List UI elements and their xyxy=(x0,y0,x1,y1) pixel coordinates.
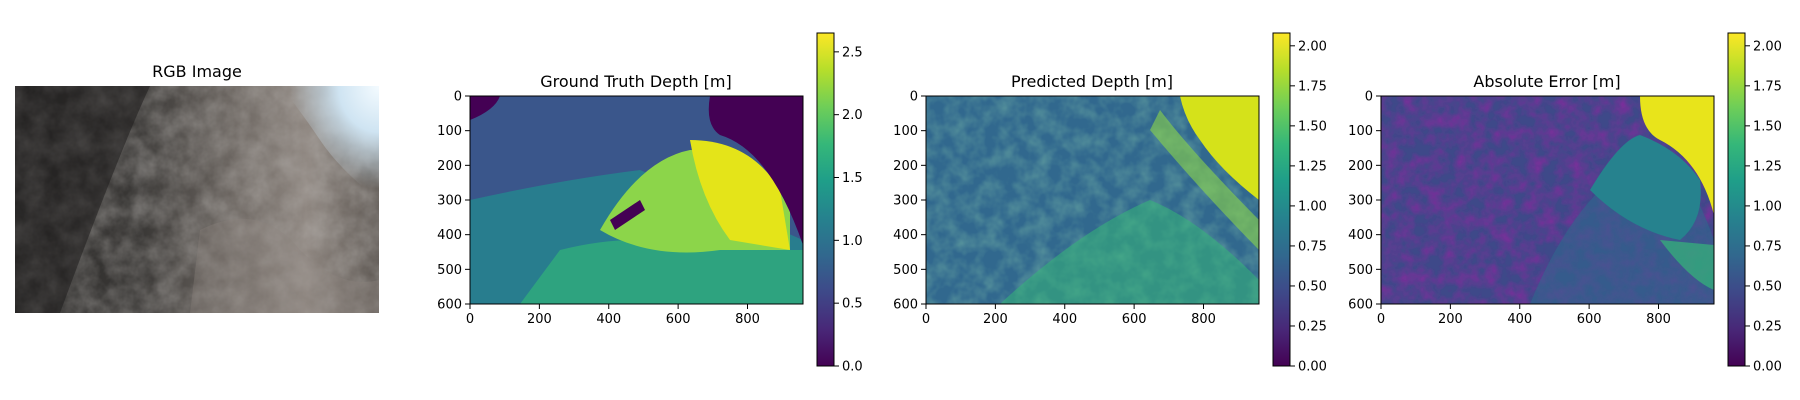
x-tick-label: 800 xyxy=(1646,312,1671,327)
ground-truth-colorbar-ticks: 0.0 0.5 1.0 1.5 2.0 2.5 xyxy=(834,45,863,375)
colorbar-tick-label: 1.5 xyxy=(842,171,863,186)
x-tick-label: 0 xyxy=(1377,312,1385,327)
y-tick-label: 400 xyxy=(437,228,462,243)
x-tick-label: 400 xyxy=(1052,312,1077,327)
panel-title: Predicted Depth [m] xyxy=(1011,72,1173,91)
x-tick-label: 200 xyxy=(1438,312,1463,327)
panel-title: Ground Truth Depth [m] xyxy=(540,72,731,91)
x-tick-label: 800 xyxy=(1191,312,1216,327)
y-tick-label: 500 xyxy=(437,263,462,278)
colorbar-tick-label: 0.00 xyxy=(1753,360,1782,375)
colorbar-tick-label: 1.25 xyxy=(1753,159,1782,174)
y-tick-label: 500 xyxy=(1348,263,1373,278)
y-tick-label: 300 xyxy=(437,194,462,209)
x-tick-label: 600 xyxy=(666,312,691,327)
error-colorbar-ticks: 0.00 0.25 0.50 0.75 1.00 1.25 1.50 1.75 2.00 xyxy=(1745,39,1782,375)
error-panel: Absolute Error [m] 0 200 400 600 800 0 100 200 3… xyxy=(1348,32,1782,375)
colorbar-tick-label: 0.25 xyxy=(1753,319,1782,334)
predicted-heatmap xyxy=(926,96,1259,304)
ground-truth-ticks: 0 200 400 600 800 0 100 200 300 400 500 600 xyxy=(437,90,760,328)
colorbar-tick-label: 0.75 xyxy=(1298,239,1327,254)
ground-truth-heatmap xyxy=(470,96,803,304)
y-tick-label: 0 xyxy=(454,90,462,105)
colorbar-tick-label: 2.00 xyxy=(1753,39,1782,54)
y-tick-label: 200 xyxy=(893,159,918,174)
colorbar-tick-label: 0.25 xyxy=(1298,319,1327,334)
predicted-ticks: 0 200 400 600 800 0 100 200 300 400 500 600 xyxy=(893,90,1216,328)
colorbar-tick-label: 1.75 xyxy=(1298,79,1327,94)
y-tick-label: 400 xyxy=(1348,228,1373,243)
ground-truth-panel: Ground Truth Depth [m] 0 200 400 600 800 0 100… xyxy=(437,32,863,375)
y-tick-label: 300 xyxy=(893,194,918,209)
x-tick-label: 0 xyxy=(466,312,474,327)
colorbar-tick-label: 1.50 xyxy=(1298,119,1327,134)
colorbar-tick-label: 0.0 xyxy=(842,360,863,375)
colorbar-tick-label: 1.0 xyxy=(842,234,863,249)
y-tick-label: 100 xyxy=(437,124,462,139)
colorbar-tick-label: 0.00 xyxy=(1298,360,1327,375)
error-heatmap xyxy=(1381,96,1714,304)
colorbar-tick-label: 0.50 xyxy=(1753,279,1782,294)
error-ticks: 0 200 400 600 800 0 100 200 300 400 500 600 xyxy=(1348,90,1671,328)
y-tick-label: 100 xyxy=(1348,124,1373,139)
colorbar-tick-label: 1.50 xyxy=(1753,119,1782,134)
x-tick-label: 600 xyxy=(1122,312,1147,327)
y-tick-label: 400 xyxy=(893,228,918,243)
colorbar-tick-label: 2.5 xyxy=(842,45,863,60)
colorbar-tick-label: 0.50 xyxy=(1298,279,1327,294)
y-tick-label: 600 xyxy=(893,298,918,313)
x-tick-label: 200 xyxy=(527,312,552,327)
colorbar-tick-label: 2.00 xyxy=(1298,39,1327,54)
predicted-panel: Predicted Depth [m] 0 200 400 600 800 0 100 200… xyxy=(893,32,1327,375)
y-tick-label: 100 xyxy=(893,124,918,139)
ground-truth-colorbar xyxy=(816,32,835,367)
error-colorbar xyxy=(1727,32,1746,367)
colorbar-tick-label: 1.00 xyxy=(1753,199,1782,214)
colorbar-tick-label: 2.0 xyxy=(842,108,863,123)
colorbar-tick-label: 1.75 xyxy=(1753,79,1782,94)
colorbar-tick-label: 0.75 xyxy=(1753,239,1782,254)
colorbar-tick-label: 1.25 xyxy=(1298,159,1327,174)
predicted-colorbar xyxy=(1272,32,1291,367)
x-tick-label: 400 xyxy=(596,312,621,327)
colorbar-tick-label: 1.00 xyxy=(1298,199,1327,214)
x-tick-label: 200 xyxy=(983,312,1008,327)
x-tick-label: 0 xyxy=(922,312,930,327)
y-tick-label: 500 xyxy=(893,263,918,278)
y-tick-label: 600 xyxy=(437,298,462,313)
colorbar-tick-label: 0.5 xyxy=(842,297,863,312)
y-tick-label: 600 xyxy=(1348,298,1373,313)
x-tick-label: 800 xyxy=(735,312,760,327)
x-tick-label: 600 xyxy=(1577,312,1602,327)
y-tick-label: 300 xyxy=(1348,194,1373,209)
rgb-image xyxy=(15,86,379,313)
predicted-colorbar-ticks: 0.00 0.25 0.50 0.75 1.00 1.25 1.50 1.75 2.00 xyxy=(1290,39,1327,375)
y-tick-label: 200 xyxy=(1348,159,1373,174)
x-tick-label: 400 xyxy=(1507,312,1532,327)
y-tick-label: 200 xyxy=(437,159,462,174)
rgb-panel: RGB Image xyxy=(15,62,379,313)
y-tick-label: 0 xyxy=(1365,90,1373,105)
panel-title: RGB Image xyxy=(152,62,242,81)
panel-title: Absolute Error [m] xyxy=(1473,72,1620,91)
y-tick-label: 0 xyxy=(910,90,918,105)
